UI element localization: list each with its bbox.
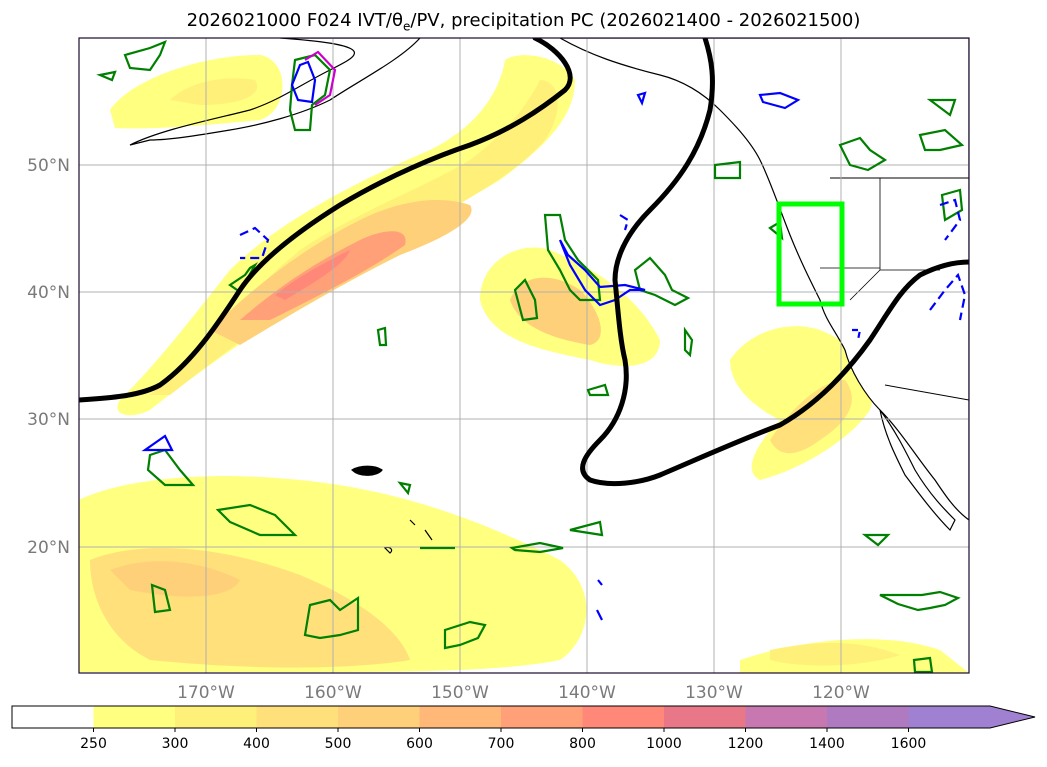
- precip-14: [443, 620, 487, 650]
- precip-18: [918, 128, 965, 152]
- precip-4: [543, 213, 602, 302]
- lon-label: 170°W: [177, 683, 235, 703]
- precip-13: [303, 595, 360, 640]
- precip-26: [376, 326, 388, 347]
- precip-8: [713, 160, 742, 180]
- colorbar-segment: [745, 706, 828, 728]
- precip-7: [683, 326, 694, 358]
- lon-label: 120°W: [812, 683, 870, 703]
- theta-e-contours: [79, 38, 969, 487]
- ivt-ar-800: [275, 250, 350, 300]
- pv-1: [290, 60, 317, 104]
- precip-17: [838, 136, 888, 172]
- precip-15: [509, 541, 564, 554]
- precip-23: [861, 533, 891, 547]
- colorbar-tick-label: 1000: [646, 736, 682, 752]
- theta-e-2: [580, 38, 969, 487]
- ivt-south-600: [110, 561, 240, 597]
- pv-10: [852, 328, 862, 341]
- colorbar-tick-label: 600: [406, 736, 433, 752]
- colorbar-segment: [501, 706, 583, 728]
- hawaii-2: [383, 546, 393, 554]
- precip-28: [397, 481, 412, 496]
- baja: [879, 409, 956, 532]
- precip-16: [569, 520, 604, 537]
- precip-9: [586, 383, 610, 397]
- lon-label: 140°W: [558, 683, 616, 703]
- lon-label: 160°W: [304, 683, 362, 703]
- colorbar-segment: [175, 706, 257, 728]
- pv-9: [619, 214, 630, 231]
- colorbar-segment: [664, 706, 746, 728]
- colorbar-tick-label: 300: [162, 736, 189, 752]
- ivt-southeast-2: [770, 643, 900, 666]
- colorbar-segment: [582, 706, 665, 728]
- pv-8: [929, 272, 967, 321]
- pv-5: [141, 434, 174, 452]
- precip-20: [940, 188, 964, 222]
- lat-label: 40°N: [27, 283, 70, 303]
- lat-label: 20°N: [27, 538, 70, 558]
- coastlines: [129, 38, 969, 554]
- precip-12: [150, 583, 172, 614]
- colorbar-tick-label: 250: [80, 736, 107, 752]
- map-frame: [78, 37, 970, 674]
- theta-e-1: [79, 38, 573, 403]
- lon-labels: 170°W 160°W 150°W 140°W 130°W 120°W: [177, 683, 870, 703]
- pv-4: [636, 91, 647, 106]
- colorbar-tick-label: 700: [488, 736, 515, 752]
- ivt-ca-400: [770, 380, 852, 454]
- lat-label: 30°N: [27, 410, 70, 430]
- colorbar-segment: [419, 706, 502, 728]
- precip-3: [288, 53, 332, 132]
- precip-24: [912, 656, 934, 673]
- lat-labels: 50°N 40°N 30°N 20°N: [27, 156, 70, 558]
- colorbar-outline: [11, 705, 1036, 729]
- lon-label: 130°W: [685, 683, 743, 703]
- colorbar-tick-label: 1200: [728, 736, 764, 752]
- precip-19: [926, 98, 957, 117]
- colorbar-tick-label: 500: [325, 736, 352, 752]
- colorbar-tick-label: 400: [243, 736, 270, 752]
- pv-7: [939, 198, 962, 241]
- colorbar-segment: [256, 706, 339, 728]
- lat-label: 50°N: [27, 156, 70, 176]
- colorbar-segment: [827, 706, 909, 728]
- map-panel: [79, 38, 969, 673]
- hawaii-3: [409, 519, 433, 541]
- alaska-coast: [129, 38, 421, 146]
- precip-22: [879, 590, 961, 612]
- na-coast: [558, 38, 969, 521]
- precip-6: [513, 278, 539, 322]
- pv-contours: [141, 60, 967, 621]
- highlight-box: [776, 201, 845, 307]
- map-title: 2026021000 F024 IVT/θe/PV, precipitation…: [186, 10, 861, 34]
- pv-6: [239, 226, 270, 260]
- lon-label: 150°W: [431, 683, 489, 703]
- colorbar-extend-arrow: [908, 706, 1035, 728]
- magenta-contour: [304, 50, 337, 106]
- precip-1: [123, 40, 167, 72]
- colorbar: 250 300 400 500 600 700 800 1000 1200 1400 1600: [11, 705, 1036, 752]
- pv-3: [758, 91, 801, 110]
- colorbar-tick-label: 1600: [891, 736, 927, 752]
- colorbar-tick-label: 800: [569, 736, 596, 752]
- colorbar-tick-label: 1400: [809, 736, 845, 752]
- precip-11: [215, 503, 298, 537]
- precip-2: [96, 70, 117, 82]
- pv-2: [558, 239, 646, 307]
- hawaii-1: [351, 465, 383, 476]
- colorbar-segment: [338, 706, 420, 728]
- colorbar-segment: [12, 706, 94, 728]
- colorbar-segment: [93, 706, 176, 728]
- ivt-goa-300: [170, 78, 258, 105]
- pv-11: [596, 579, 603, 621]
- precip-5: [633, 256, 691, 307]
- mexico-border: [884, 384, 969, 401]
